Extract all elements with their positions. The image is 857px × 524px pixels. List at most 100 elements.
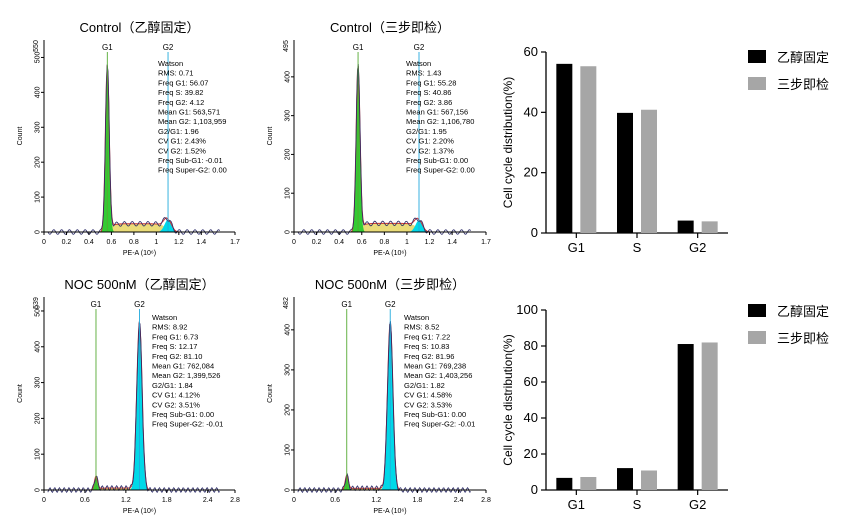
y-tick-label: 200: [35, 156, 42, 168]
histogram-trace: [47, 64, 220, 235]
y-tick-label: 400: [285, 324, 292, 336]
bar-g2-ethanol: [677, 344, 694, 490]
bar-g2-sanbu: [701, 342, 718, 490]
x-axis-label: PE-A (10⁶): [123, 508, 156, 515]
stat-line: Mean G1: 762,084: [152, 362, 214, 371]
stat-line: Freq Super-G2: 0.00: [158, 166, 227, 175]
stat-line: Freq G1: 55.28: [406, 78, 456, 87]
y-tick-label: 100: [285, 444, 292, 456]
legend-swatch: [748, 77, 766, 90]
s-phase-area: [47, 223, 220, 232]
stat-line: CV G1: 2.20%: [406, 137, 454, 146]
x-tick-label: 1.8: [413, 497, 423, 504]
x-tick-label: 1.7: [230, 239, 240, 246]
x-tick-label: G2: [689, 497, 706, 512]
y-tick-label: 400: [35, 341, 42, 353]
y-tick-label: 300: [35, 121, 42, 133]
x-tick-label: 0: [292, 239, 296, 246]
x-tick-label: 1.2: [371, 497, 381, 504]
y-tick-label: 500: [35, 305, 42, 317]
x-tick-label: 1: [154, 239, 158, 246]
legend-label: 乙醇固定: [777, 304, 829, 319]
x-tick-label: 0.4: [84, 239, 94, 246]
stat-line: Freq Super-G2: -0.01: [404, 420, 475, 429]
y-max-label: 495: [283, 40, 290, 52]
bar-s-sanbu: [641, 470, 657, 490]
y-max-label: 482: [283, 297, 290, 309]
x-tick-label: 0.6: [330, 497, 340, 504]
stat-line: CV G1: 4.12%: [152, 391, 200, 400]
x-tick-label: 0: [42, 497, 46, 504]
bar-s-ethanol: [617, 112, 633, 233]
stat-line: RMS: 1.43: [406, 69, 441, 78]
stat-line: CV G1: 2.43%: [158, 137, 206, 146]
stat-line: Freq G2: 4.12: [158, 98, 204, 107]
stat-line: Mean G1: 563,571: [158, 108, 220, 117]
bar-s-ethanol: [617, 468, 633, 490]
y-tick-label: 300: [285, 110, 292, 122]
y-max-label: 539: [33, 297, 40, 309]
panel-title: Control（乙醇固定）: [80, 20, 200, 35]
y-tick-label: 80: [524, 338, 538, 353]
stat-line: Freq G2: 3.86: [406, 98, 452, 107]
x-tick-label: 0.8: [129, 239, 139, 246]
stat-line: Watson: [404, 313, 429, 322]
x-tick-label: S: [633, 497, 642, 512]
y-tick-label: 0: [35, 230, 42, 234]
stat-line: G2/G1: 1.96: [158, 127, 199, 136]
bar-s-sanbu: [641, 109, 657, 233]
x-tick-label: 0.2: [312, 239, 322, 246]
x-tick-label: S: [633, 240, 642, 255]
stat-line: Freq G1: 7.22: [404, 332, 450, 341]
stat-line: Freq S: 10.83: [404, 342, 449, 351]
x-tick-label: 2.4: [203, 497, 213, 504]
x-tick-label: 1.8: [162, 497, 172, 504]
histogram-trace: [47, 321, 220, 494]
x-tick-label: 1.2: [121, 497, 131, 504]
histogram-panel-1: Control（三步即检） G1 G2 0 100 200 300 400 495 Count 0 0…: [267, 20, 491, 257]
stat-line: CV G2: 1.52%: [158, 146, 206, 155]
stat-line: CV G2: 1.37%: [406, 146, 454, 155]
stat-line: Watson: [406, 59, 431, 68]
y-tick-label: 60: [524, 44, 538, 59]
histogram-trace: [297, 321, 471, 494]
bar-panel-2: 0 20 40 60 Cell cycle distribution(%) G1 S G2 乙醇…: [501, 44, 829, 255]
y-tick-label: 200: [285, 404, 292, 416]
stat-line: Freq G2: 81.10: [152, 352, 202, 361]
stat-line: Freq Super-G2: 0.00: [406, 166, 475, 175]
stat-line: Watson: [158, 59, 183, 68]
bar-g1-ethanol: [556, 63, 573, 233]
y-tick-label: 400: [35, 86, 42, 98]
x-tick-label: G2: [689, 240, 706, 255]
y-tick-label: 100: [35, 191, 42, 203]
stat-line: Freq S: 39.82: [158, 88, 203, 97]
y-tick-label: 60: [524, 374, 538, 389]
stat-line: Mean G2: 1,103,959: [158, 117, 226, 126]
g2-marker-label: G2: [385, 300, 396, 309]
legend-label: 三步即检: [777, 331, 829, 346]
y-tick-label: 100: [285, 187, 292, 199]
y-tick-label: 200: [285, 148, 292, 160]
stat-line: Freq Sub-G1: 0.00: [404, 410, 466, 419]
y-tick-label: 300: [35, 377, 42, 389]
y-axis-label: Count: [267, 384, 274, 403]
bar-g1-sanbu: [580, 66, 597, 233]
legend-label: 三步即检: [777, 77, 829, 92]
legend-swatch: [748, 50, 766, 63]
x-tick-label: 1.4: [447, 239, 457, 246]
stat-line: Mean G2: 1,399,526: [152, 371, 220, 380]
x-tick-label: 1.4: [196, 239, 206, 246]
stat-line: Freq Super-G2: -0.01: [152, 420, 223, 429]
y-tick-label: 0: [285, 230, 292, 234]
bar-g2-sanbu: [701, 221, 718, 233]
g2-marker-label: G2: [163, 43, 174, 52]
stat-line: Mean G1: 769,238: [404, 362, 466, 371]
g1-marker-label: G1: [91, 300, 102, 309]
y-tick-label: 20: [524, 446, 538, 461]
stat-line: RMS: 8.92: [152, 323, 187, 332]
